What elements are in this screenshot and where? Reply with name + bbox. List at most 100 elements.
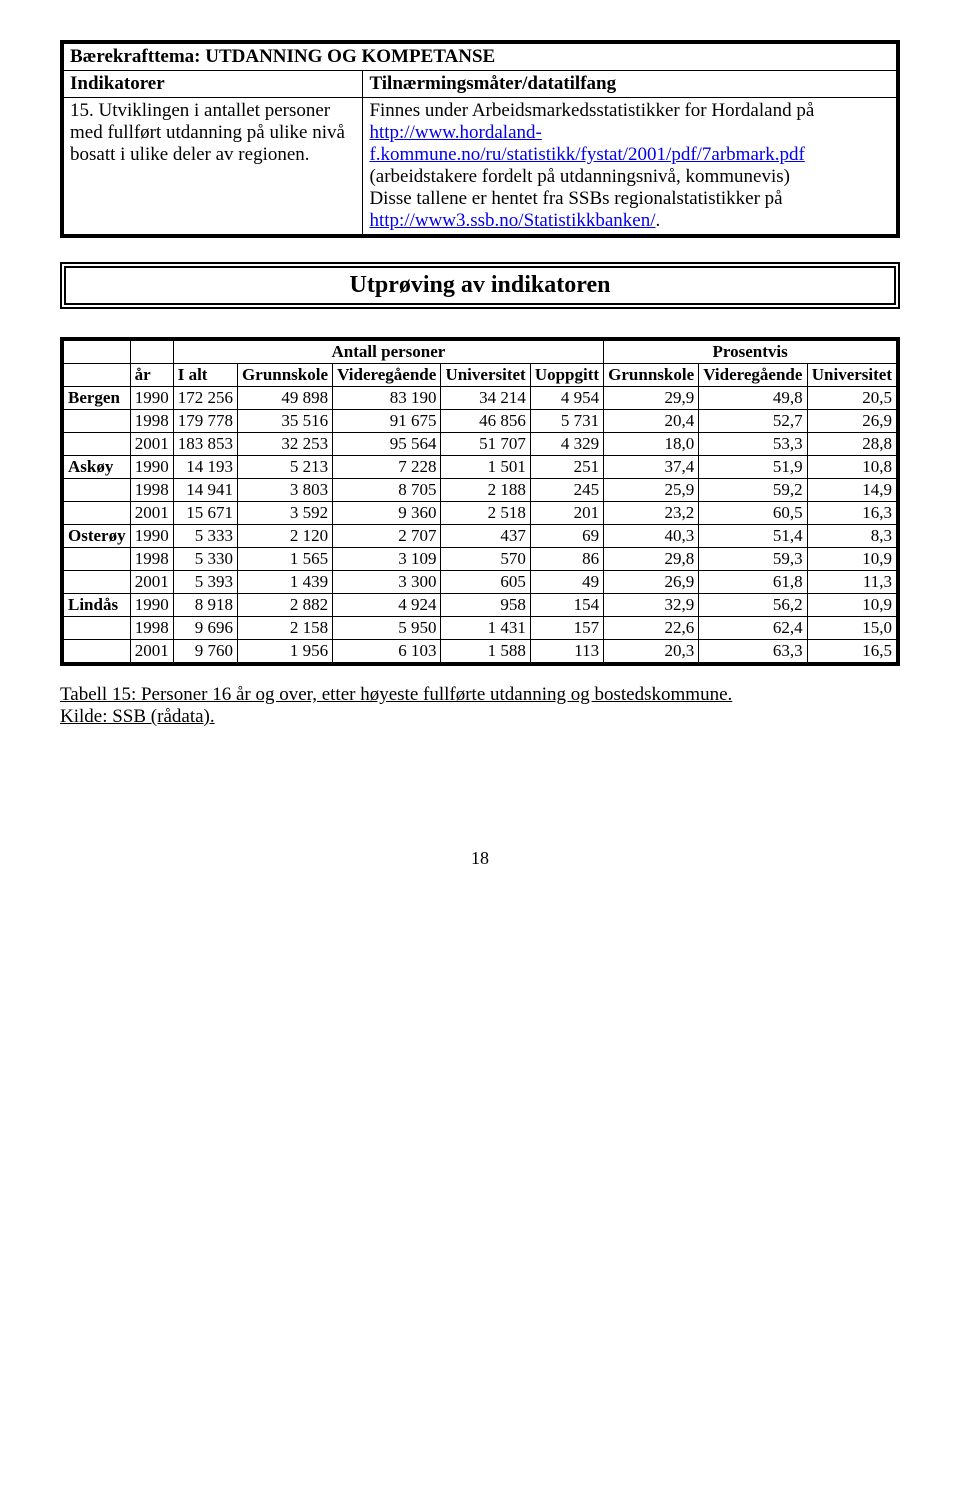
- table-cell: 2001: [130, 640, 173, 663]
- table-cell: 5 333: [173, 525, 237, 548]
- table-cell: 25,9: [604, 479, 699, 502]
- table-cell: 1 588: [441, 640, 530, 663]
- banner-title: Utprøving av indikatoren: [66, 268, 894, 303]
- table-cell: 95 564: [333, 433, 441, 456]
- table-cell: 14,9: [807, 479, 896, 502]
- page-number: 18: [60, 848, 900, 869]
- table-cell: [64, 433, 131, 456]
- table-cell: 6 103: [333, 640, 441, 663]
- table-cell: 4 954: [530, 387, 603, 410]
- table-cell: 37,4: [604, 456, 699, 479]
- table-cell: 201: [530, 502, 603, 525]
- table-cell: 245: [530, 479, 603, 502]
- table-cell: 570: [441, 548, 530, 571]
- approach-col-header: Tilnærmingsmåter/datatilfang: [363, 71, 898, 98]
- table-cell: 3 300: [333, 571, 441, 594]
- table-cell: 2 120: [238, 525, 333, 548]
- th-grunn: Grunnskole: [238, 364, 333, 387]
- table-cell: 15,0: [807, 617, 896, 640]
- data-table-frame: Antall personer Prosentvis år I alt Grun…: [60, 337, 900, 666]
- th-blank2: [130, 341, 173, 364]
- table-cell: 2 188: [441, 479, 530, 502]
- banner: Utprøving av indikatoren: [60, 262, 900, 309]
- link-ssb[interactable]: http://www3.ssb.no/Statistikkbanken/: [369, 210, 655, 231]
- table-caption: Tabell 15: Personer 16 år og over, etter…: [60, 684, 900, 728]
- table-row: Osterøy19905 3332 1202 7074376940,351,48…: [64, 525, 897, 548]
- data-table: Antall personer Prosentvis år I alt Grun…: [63, 340, 897, 663]
- th-pg: Grunnskole: [604, 364, 699, 387]
- th-vid: Videregående: [333, 364, 441, 387]
- table-cell: Lindås: [64, 594, 131, 617]
- table-cell: Askøy: [64, 456, 131, 479]
- link-hordaland[interactable]: http://www.hordaland-f.kommune.no/ru/sta…: [369, 122, 804, 165]
- table-row: Lindås19908 9182 8824 92495815432,956,21…: [64, 594, 897, 617]
- th-univ: Universitet: [441, 364, 530, 387]
- th-group-prosent: Prosentvis: [604, 341, 897, 364]
- table-cell: 1 956: [238, 640, 333, 663]
- table-cell: 179 778: [173, 410, 237, 433]
- table-cell: 7 228: [333, 456, 441, 479]
- approach-pre1: Finnes under Arbeidsmarkedsstatistikker …: [369, 100, 814, 121]
- table-cell: 5 213: [238, 456, 333, 479]
- table-cell: 437: [441, 525, 530, 548]
- table-cell: 1 439: [238, 571, 333, 594]
- table-cell: 157: [530, 617, 603, 640]
- table-cell: 91 675: [333, 410, 441, 433]
- table-cell: 22,6: [604, 617, 699, 640]
- table-cell: 10,8: [807, 456, 896, 479]
- th-group-antall: Antall personer: [173, 341, 603, 364]
- table-cell: 26,9: [604, 571, 699, 594]
- table-cell: 2001: [130, 571, 173, 594]
- caption-line2: Kilde: SSB (rådata).: [60, 706, 215, 727]
- table-row: Askøy199014 1935 2137 2281 50125137,451,…: [64, 456, 897, 479]
- table-cell: 40,3: [604, 525, 699, 548]
- theme-header: Bærekrafttema: UTDANNING OG KOMPETANSE: [62, 42, 898, 71]
- table-cell: [64, 410, 131, 433]
- approach-end: .: [656, 210, 661, 231]
- table-cell: 34 214: [441, 387, 530, 410]
- table-cell: 113: [530, 640, 603, 663]
- table-cell: 15 671: [173, 502, 237, 525]
- table-cell: 46 856: [441, 410, 530, 433]
- table-cell: [64, 479, 131, 502]
- table-row: 199814 9413 8038 7052 18824525,959,214,9: [64, 479, 897, 502]
- table-cell: 183 853: [173, 433, 237, 456]
- table-cell: 29,8: [604, 548, 699, 571]
- approach-line2: Disse tallene er hentet fra SSBs regiona…: [369, 188, 782, 209]
- table-cell: 60,5: [699, 502, 807, 525]
- th-blank1: [64, 341, 131, 364]
- table-cell: 32,9: [604, 594, 699, 617]
- table-cell: 49,8: [699, 387, 807, 410]
- table-cell: 10,9: [807, 548, 896, 571]
- table-cell: 32 253: [238, 433, 333, 456]
- table-cell: 49 898: [238, 387, 333, 410]
- th-pv: Videregående: [699, 364, 807, 387]
- table-cell: [64, 617, 131, 640]
- table-cell: 14 193: [173, 456, 237, 479]
- table-cell: 49: [530, 571, 603, 594]
- table-cell: 1990: [130, 525, 173, 548]
- table-cell: 5 731: [530, 410, 603, 433]
- table-cell: 35 516: [238, 410, 333, 433]
- table-cell: 5 393: [173, 571, 237, 594]
- table-cell: 2 882: [238, 594, 333, 617]
- table-cell: [64, 548, 131, 571]
- th-uopp: Uoppgitt: [530, 364, 603, 387]
- table-row: 200115 6713 5929 3602 51820123,260,516,3: [64, 502, 897, 525]
- table-cell: Bergen: [64, 387, 131, 410]
- table-cell: 14 941: [173, 479, 237, 502]
- table-cell: 56,2: [699, 594, 807, 617]
- table-cell: 9 360: [333, 502, 441, 525]
- table-cell: 1990: [130, 387, 173, 410]
- table-cell: 1998: [130, 548, 173, 571]
- table-cell: 605: [441, 571, 530, 594]
- table-cell: [64, 571, 131, 594]
- table-cell: 5 330: [173, 548, 237, 571]
- table-cell: [64, 502, 131, 525]
- indicator-text: 15. Utviklingen i antallet personer med …: [62, 98, 363, 237]
- table-cell: 63,3: [699, 640, 807, 663]
- th-pu: Universitet: [807, 364, 896, 387]
- table-row: Bergen1990172 25649 89883 19034 2144 954…: [64, 387, 897, 410]
- table-cell: 59,3: [699, 548, 807, 571]
- table-cell: 18,0: [604, 433, 699, 456]
